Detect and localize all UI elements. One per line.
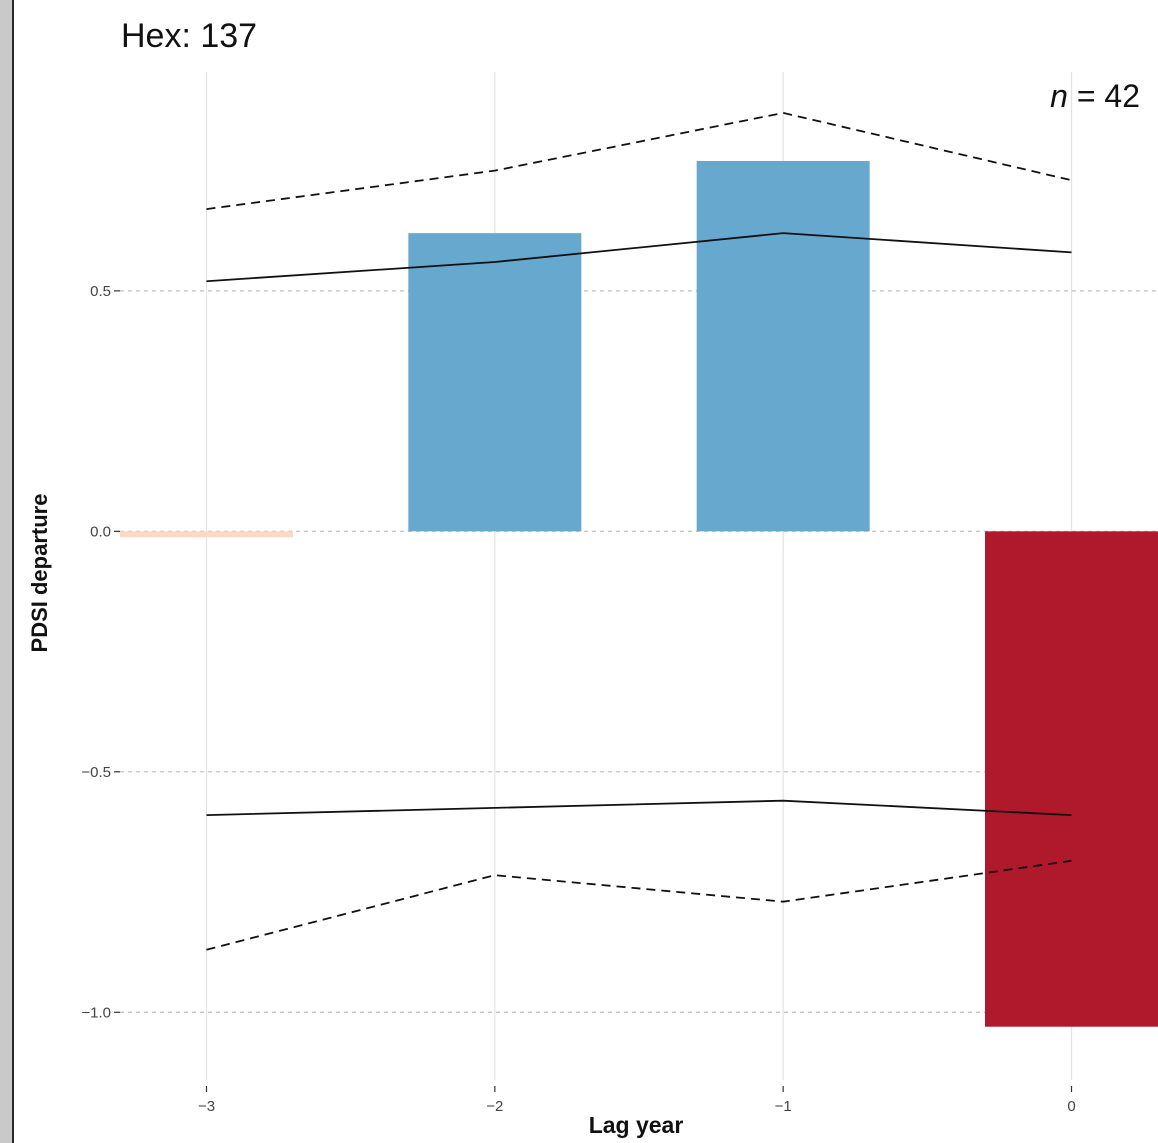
bar [696,161,870,532]
y-tick-label: −0.5 [81,764,111,781]
chart-frame: 0.5 0.0 −0.5 −1.0 −3 −2 −1 0 Hex: 137 n = 42 La… [12,0,1158,1143]
threshold-line-dashed [206,111,1072,210]
chart-title: Hex: 137 [121,17,257,55]
x-tick-label: −3 [198,1098,215,1115]
bar [120,531,293,538]
chart-svg: 0.5 0.0 −0.5 −1.0 −3 −2 −1 0 Hex: 137 n = 42 La… [27,17,1158,1138]
threshold-line-dashed [206,859,1072,951]
y-tick-label: 0.0 [90,523,111,540]
y-tick-label: 0.5 [90,283,111,300]
y-axis-label: PDSI departure [27,494,52,653]
sample-size-symbol: n [1050,78,1068,114]
bar [985,531,1158,1027]
x-tick-label: 0 [1067,1098,1075,1115]
sample-size-annotation: n = 42 [1050,78,1140,114]
x-tick-label: −1 [775,1098,792,1115]
x-axis-label: Lag year [589,1112,684,1138]
sample-size-value: = 42 [1068,78,1140,114]
mean-line-solid [206,232,1072,283]
x-tick-label: −2 [486,1098,503,1115]
bar-layer [120,161,1158,1027]
line-layer [206,111,1072,951]
axis-layer: 0.5 0.0 −0.5 −1.0 −3 −2 −1 0 [81,283,1075,1115]
mean-line-solid [206,799,1072,816]
y-tick-label: −1.0 [81,1004,111,1021]
bar [408,233,582,532]
